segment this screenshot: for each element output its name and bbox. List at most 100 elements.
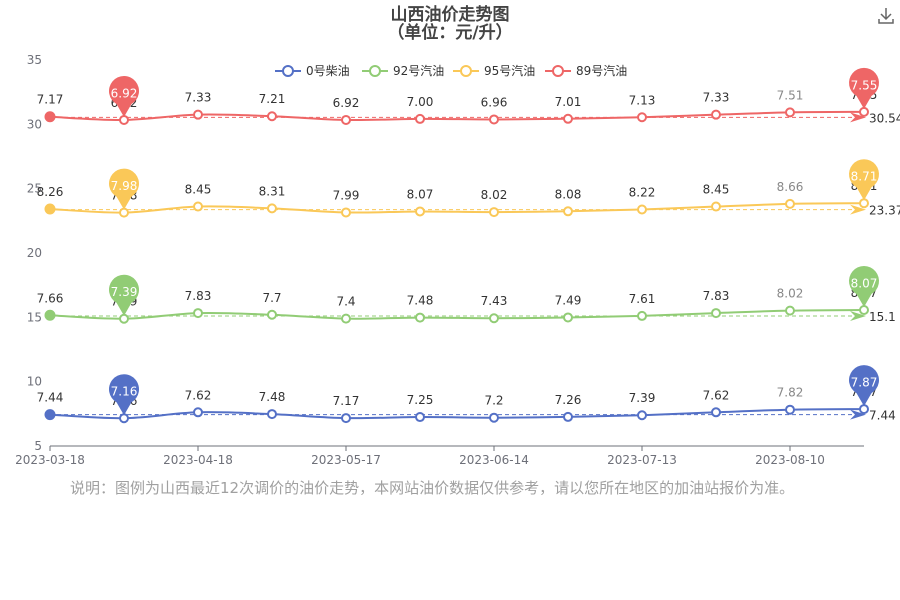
data-label: 8.07 xyxy=(407,187,434,201)
y-tick-label: 10 xyxy=(27,375,42,389)
data-point xyxy=(563,312,573,323)
data-label: 7.83 xyxy=(703,289,730,303)
data-label: 8.02 xyxy=(777,287,804,301)
legend-item[interactable]: 95号汽油 xyxy=(453,63,535,78)
series-line xyxy=(49,202,865,214)
data-label: 8.31 xyxy=(259,184,286,198)
data-point xyxy=(119,413,129,424)
data-label: 7.83 xyxy=(185,289,212,303)
legend-marker xyxy=(282,65,294,77)
data-label: 7.62 xyxy=(185,388,212,402)
data-label: 7.51 xyxy=(777,88,804,102)
data-point xyxy=(193,308,203,319)
legend-label: 89号汽油 xyxy=(576,63,627,78)
min-pin-label: 6.92 xyxy=(111,86,138,100)
data-point xyxy=(489,114,499,125)
data-point xyxy=(785,305,795,316)
data-label: 7.33 xyxy=(703,91,730,105)
legend-marker xyxy=(552,65,564,77)
download-icon[interactable] xyxy=(876,6,896,26)
legend-item[interactable]: 92号汽油 xyxy=(362,63,444,78)
data-label: 7.48 xyxy=(259,390,286,404)
max-pin xyxy=(849,67,880,109)
data-label: 8.08 xyxy=(555,187,582,201)
min-pin xyxy=(109,374,140,416)
data-point xyxy=(267,309,277,320)
data-point xyxy=(711,109,721,120)
max-pin xyxy=(849,365,880,407)
legend-label: 92号汽油 xyxy=(393,63,444,78)
legend-item[interactable]: 89号汽油 xyxy=(545,63,627,78)
max-pin xyxy=(849,159,880,201)
chart-note: 说明：图例为山西最近12次调价的油价走势，本网站油价数据仅供参考，请以您所在地区… xyxy=(70,479,795,497)
data-point xyxy=(637,112,647,123)
data-point xyxy=(341,413,351,424)
data-point xyxy=(785,107,795,118)
min-pin-label: 7.98 xyxy=(111,179,138,193)
data-point xyxy=(489,207,499,218)
x-tick-label: 2023-07-13 xyxy=(607,453,677,467)
data-point xyxy=(489,412,499,423)
y-tick-label: 15 xyxy=(27,310,42,324)
data-point xyxy=(119,114,129,125)
chart-subtitle: （单位：元/升） xyxy=(387,22,512,43)
data-point xyxy=(44,409,56,421)
data-label: 7.2 xyxy=(484,394,503,408)
min-pin-label: 7.39 xyxy=(111,285,138,299)
series-group: 15.1 7.66 7.39 7.83 7.7 7.4 7.48 7.43 7.49 7.61 7.… xyxy=(37,266,896,324)
data-point xyxy=(341,207,351,218)
average-label: 7.44 xyxy=(869,409,896,423)
data-label: 7.61 xyxy=(629,292,656,306)
data-label: 8.45 xyxy=(185,183,212,197)
legend-item[interactable]: 0号柴油 xyxy=(275,64,350,78)
data-label: 7.49 xyxy=(555,293,582,307)
series-line xyxy=(49,110,865,122)
min-pin xyxy=(109,75,140,117)
data-label: 7.26 xyxy=(555,393,582,407)
average-label: 15.1 xyxy=(869,310,896,324)
legend[interactable]: 0号柴油 92号汽油 95号汽油 89号汽油 xyxy=(275,63,627,78)
y-axis: 5 10 15 20 25 30 35 xyxy=(27,53,42,453)
max-pin xyxy=(849,266,880,307)
data-point xyxy=(859,304,869,315)
average-label: 23.37 xyxy=(869,204,900,218)
data-label: 7.7 xyxy=(262,291,281,305)
data-point xyxy=(415,412,425,423)
x-tick-label: 2023-05-17 xyxy=(311,453,381,467)
y-tick-label: 5 xyxy=(34,439,42,453)
data-label: 6.96 xyxy=(481,95,508,109)
data-point xyxy=(711,407,721,418)
chart-title: 山西油价走势图 xyxy=(391,4,510,25)
data-point xyxy=(341,313,351,324)
data-point xyxy=(119,207,129,218)
x-tick-label: 2023-06-14 xyxy=(459,453,529,467)
data-point xyxy=(859,198,869,209)
data-point xyxy=(193,407,203,418)
data-point xyxy=(637,410,647,421)
x-tick-label: 2023-03-18 xyxy=(15,453,85,467)
data-label: 8.45 xyxy=(703,183,730,197)
min-pin xyxy=(109,274,140,316)
data-label: 7.48 xyxy=(407,294,434,308)
data-label: 7.66 xyxy=(37,291,64,305)
data-point xyxy=(44,309,56,321)
data-label: 8.22 xyxy=(629,186,656,200)
data-point xyxy=(193,201,203,212)
data-point xyxy=(267,203,277,214)
data-point xyxy=(119,313,129,324)
max-pin-label: 8.71 xyxy=(851,170,878,184)
max-pin-label: 8.07 xyxy=(851,276,878,290)
data-label: 7.82 xyxy=(777,386,804,400)
average-label: 30.54 xyxy=(869,111,900,125)
x-tick-label: 2023-04-18 xyxy=(163,453,233,467)
data-point xyxy=(637,310,647,321)
data-point xyxy=(785,198,795,209)
average-arrow xyxy=(850,204,866,215)
min-pin xyxy=(109,168,139,210)
y-tick-label: 25 xyxy=(27,182,42,196)
data-label: 7.01 xyxy=(555,95,582,109)
y-tick-label: 20 xyxy=(27,246,42,260)
data-point xyxy=(489,313,499,324)
legend-marker xyxy=(369,65,381,77)
